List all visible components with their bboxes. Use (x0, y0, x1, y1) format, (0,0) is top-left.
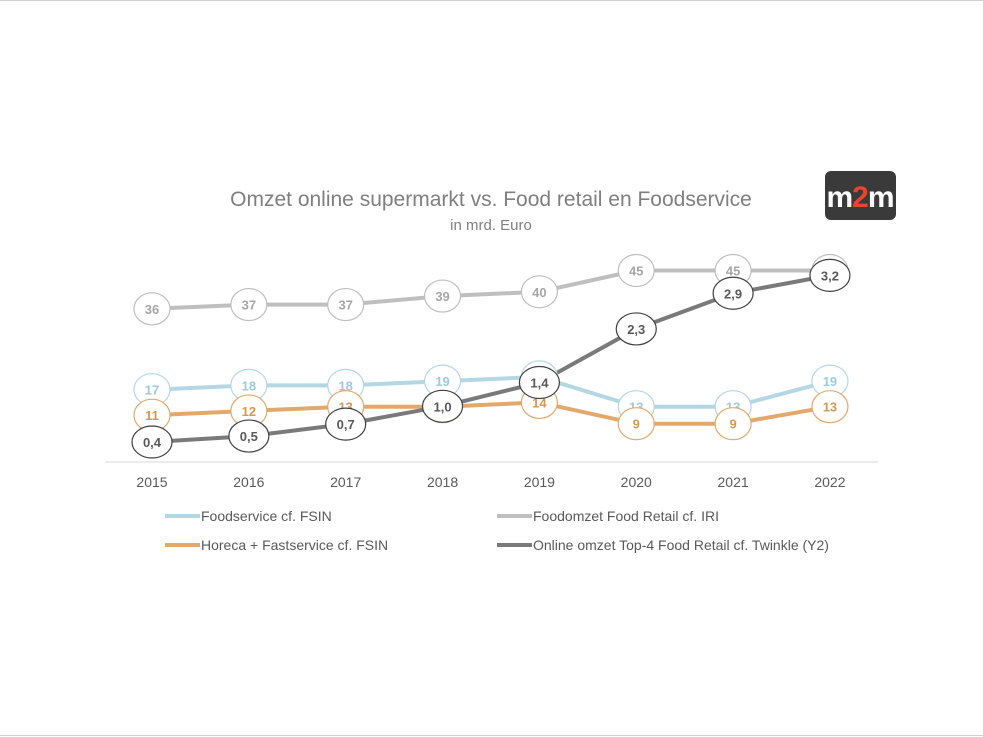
data-marker (712, 276, 754, 310)
data-marker (809, 258, 851, 292)
legend: Foodservice cf. FSIN Foodomzet Food Retai… (165, 508, 829, 553)
data-point: 13 (811, 390, 849, 424)
logo-background (825, 171, 896, 220)
data-label: 11 (145, 408, 159, 423)
data-point: 0,4 (131, 425, 173, 459)
data-label: 45 (726, 264, 740, 279)
data-marker (811, 390, 849, 424)
x-tick-label: 2016 (233, 474, 264, 490)
data-label: 9 (729, 417, 736, 432)
data-marker (133, 292, 171, 326)
data-label: 0,4 (143, 435, 162, 450)
data-marker (520, 275, 559, 309)
data-point: 37 (327, 287, 365, 322)
data-point: 3,2 (809, 258, 851, 292)
data-point: 36 (133, 292, 171, 326)
data-label: 13 (823, 400, 837, 415)
data-marker (230, 287, 268, 322)
x-tick-label: 2020 (621, 474, 652, 490)
data-point: 39 (423, 279, 462, 313)
data-point: 1,0 (421, 389, 464, 423)
logo-m-right: m (868, 181, 894, 214)
data-label: 14 (532, 395, 547, 410)
data-marker (423, 279, 462, 313)
data-label: 40 (532, 285, 546, 300)
data-marker (615, 312, 657, 346)
x-tick-label: 2017 (330, 474, 361, 490)
data-label: 18 (338, 378, 352, 393)
data-marker (327, 287, 365, 322)
legend-item: Foodomzet Food Retail cf. IRI (497, 508, 719, 524)
data-label: 37 (242, 298, 256, 313)
data-point: 9 (714, 407, 752, 441)
data-label: 19 (823, 374, 837, 389)
x-axis-ticks: 2015 2016 2017 2018 2019 2020 2021 2022 (136, 474, 845, 490)
logo-2: 2 (852, 181, 868, 214)
data-label: 18 (242, 378, 256, 393)
data-label: 45 (629, 264, 643, 279)
data-point: 2,3 (615, 312, 657, 346)
data-label: 1,4 (530, 376, 549, 391)
m2m-logo: m2m (825, 171, 896, 220)
top-border (0, 0, 983, 1)
data-marker (325, 407, 367, 441)
data-label: 2,3 (627, 322, 645, 337)
legend-label: Horeca + Fastservice cf. FSIN (201, 537, 388, 553)
legend-item: Horeca + Fastservice cf. FSIN (165, 537, 388, 553)
data-label: 37 (338, 298, 352, 313)
data-label: 17 (145, 383, 159, 398)
data-point: 17 (133, 373, 171, 407)
data-point: 1,4 (518, 365, 561, 400)
data-label: 2,9 (724, 286, 742, 301)
data-label: 0,5 (240, 429, 258, 444)
data-marker (518, 365, 561, 400)
data-label: 0,7 (337, 417, 355, 432)
legend-label: Foodomzet Food Retail cf. IRI (533, 508, 719, 524)
legend-label: Online omzet Top-4 Food Retail cf. Twink… (533, 537, 829, 553)
x-tick-label: 2022 (814, 474, 845, 490)
data-label: 9 (633, 417, 640, 432)
data-point: 0,5 (228, 419, 270, 453)
data-label: 12 (242, 404, 256, 419)
data-marker (617, 407, 655, 441)
bottom-border (0, 735, 983, 736)
data-marker (714, 407, 752, 441)
chart-title: Omzet online supermarkt vs. Food retail … (230, 188, 752, 211)
data-label: 3,2 (821, 268, 839, 283)
logo-m-left: m (826, 181, 852, 214)
data-point: 9 (617, 407, 655, 441)
data-point: 19 (423, 364, 462, 398)
data-point: 12 (230, 394, 268, 428)
chart-subtitle: in mrd. Euro (450, 217, 532, 234)
data-point: 11 (133, 398, 171, 432)
data-point: 18 (230, 368, 268, 403)
data-label: 1,0 (434, 399, 452, 414)
data-labels: 3637373940454545171818192013131911121313… (131, 253, 851, 459)
data-marker (131, 425, 173, 459)
x-tick-label: 2015 (136, 474, 167, 490)
data-point: 45 (617, 253, 655, 288)
data-point: 40 (520, 275, 559, 309)
legend-item: Online omzet Top-4 Food Retail cf. Twink… (497, 537, 829, 553)
data-label: 19 (435, 374, 449, 389)
x-tick-label: 2021 (718, 474, 749, 490)
data-point: 37 (230, 287, 268, 322)
data-marker (421, 389, 464, 423)
data-marker (228, 419, 270, 453)
logo-text: m2m (826, 181, 893, 214)
data-point: 2,9 (712, 276, 754, 310)
data-label: 36 (145, 302, 159, 317)
legend-label: Foodservice cf. FSIN (201, 508, 332, 524)
x-tick-label: 2019 (524, 474, 555, 490)
data-label: 39 (435, 289, 449, 304)
legend-item: Foodservice cf. FSIN (165, 508, 332, 524)
x-tick-label: 2018 (427, 474, 458, 490)
data-marker (617, 253, 655, 288)
data-point: 0,7 (325, 407, 367, 441)
